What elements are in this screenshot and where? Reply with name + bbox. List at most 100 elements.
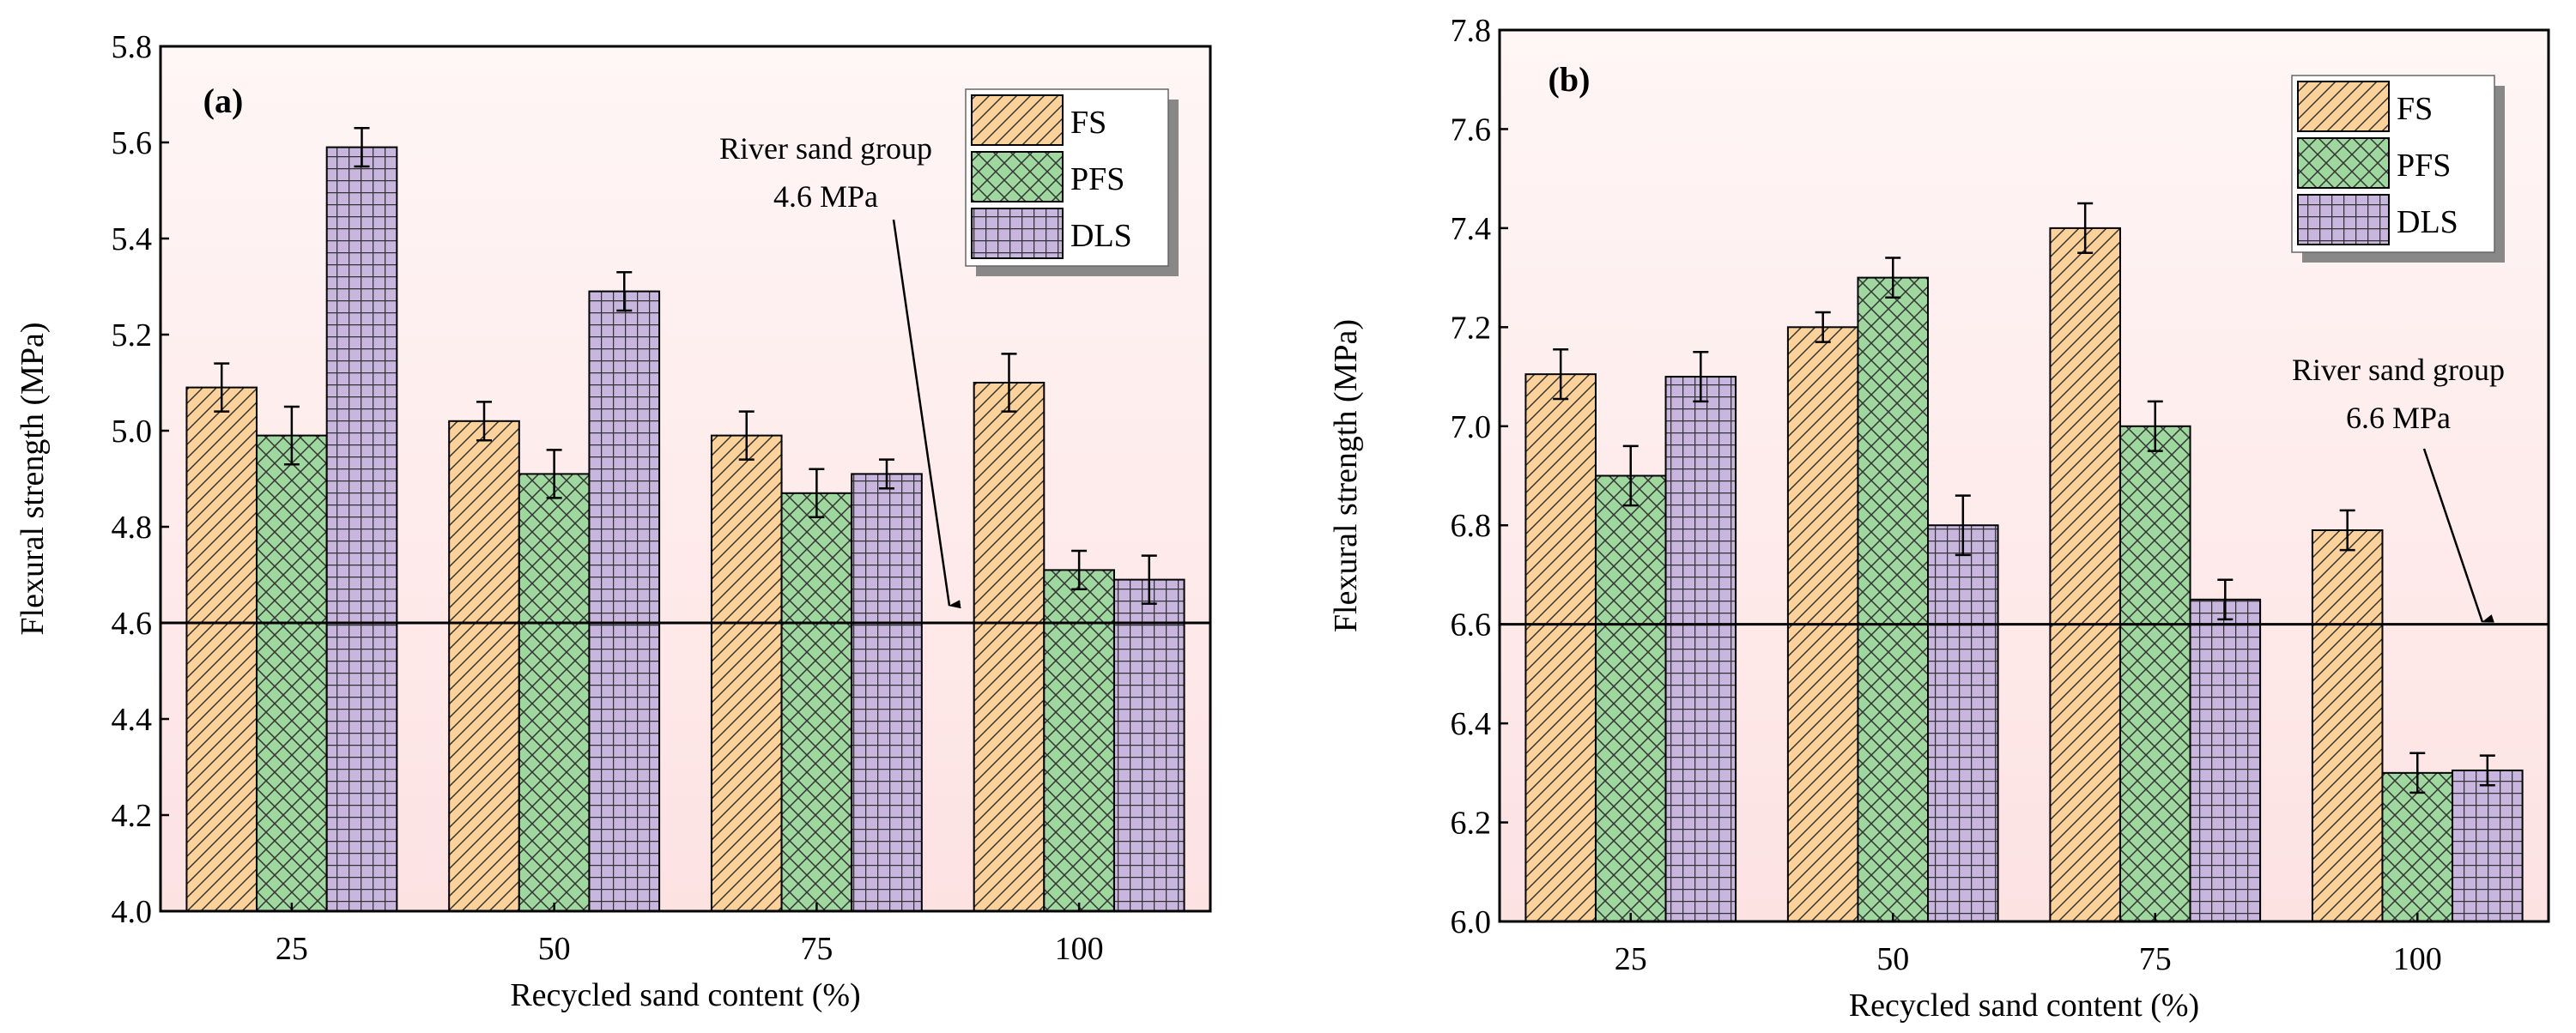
error-bar: [283, 405, 300, 466]
reference-value-label: 4.6 MPa: [773, 179, 878, 214]
y-tick-label: 5.2: [112, 317, 153, 353]
bar-pfs: [2381, 771, 2454, 922]
error-bar: [809, 468, 825, 519]
y-tick-label: 4.4: [112, 702, 153, 738]
x-tick-label: 50: [538, 931, 571, 967]
error-bar: [616, 270, 633, 312]
bar-fs: [710, 434, 783, 913]
y-tick-label: 7.2: [1451, 310, 1492, 346]
bar-dls: [851, 473, 923, 913]
arrow-icon: [892, 219, 961, 609]
y-tick-label: 5.6: [112, 125, 153, 161]
legend-swatch-fs: [2297, 81, 2390, 132]
y-tick-label: 7.4: [1451, 211, 1492, 247]
error-bar: [2409, 752, 2426, 794]
bar-fs: [973, 382, 1046, 912]
legend-label: DLS: [2397, 204, 2458, 240]
bar-fs: [448, 420, 520, 912]
bar-dls: [588, 290, 661, 913]
bar-pfs: [780, 492, 853, 912]
error-bar: [2147, 400, 2163, 452]
x-tick-label: 75: [2139, 941, 2172, 977]
legend-label: PFS: [2397, 148, 2451, 184]
y-tick-label: 6.8: [1451, 508, 1492, 544]
reference-label: River sand group: [719, 131, 932, 166]
y-tick-label: 5.4: [112, 221, 153, 257]
legend-swatch-dls: [971, 208, 1064, 259]
y-tick-label: 4.6: [112, 606, 153, 642]
reference-value-label: 6.6 MPa: [2346, 401, 2451, 435]
y-tick-label: 6.4: [1451, 706, 1492, 742]
error-bar: [546, 449, 562, 499]
bar-pfs: [1043, 569, 1115, 913]
bar-pfs: [1857, 276, 1930, 923]
error-bar: [2217, 578, 2234, 621]
error-bar: [879, 458, 895, 490]
panel-a: 4.0 4.2 4.4 4.6 4.8 5.0 5.2 5.4 5.6 5.8 25 50 75 100 R…: [15, 29, 1212, 1013]
error-bar: [476, 401, 492, 442]
error-bar: [1885, 257, 1901, 299]
bar-pfs: [518, 473, 591, 913]
bar-pfs: [1594, 474, 1667, 922]
y-tick-label: 5.0: [112, 414, 153, 450]
arrow-icon: [2422, 448, 2494, 623]
y-tick-label: 6.6: [1451, 607, 1492, 643]
y-tick-label: 7.0: [1451, 409, 1492, 445]
bar-dls: [2452, 769, 2524, 922]
error-bar: [1553, 348, 1569, 401]
panel-label: (a): [203, 82, 244, 120]
x-tick-label: 100: [2393, 941, 2442, 977]
reference-label: River sand group: [2292, 353, 2505, 387]
y-tick-label: 6.2: [1451, 806, 1492, 842]
error-bar: [1141, 554, 1157, 605]
error-bar: [1815, 311, 1831, 343]
error-bar: [1071, 549, 1088, 591]
legend-swatch-fs: [971, 94, 1064, 146]
error-bar: [354, 126, 370, 168]
error-bar: [1622, 444, 1639, 507]
x-tick-label: 100: [1055, 931, 1104, 967]
legend-label: FS: [1070, 105, 1106, 141]
x-tick-label: 50: [1876, 941, 1909, 977]
legend-label: DLS: [1070, 218, 1132, 254]
bar-dls: [1112, 578, 1185, 912]
y-tick-label: 7.8: [1451, 13, 1492, 49]
y-axis-label: Flexural strength (MPa): [1328, 319, 1364, 632]
bar-fs: [185, 386, 258, 913]
legend-label: FS: [2397, 91, 2433, 127]
bar-pfs: [256, 434, 328, 913]
error-bar: [2077, 202, 2094, 254]
x-tick-label: 75: [800, 931, 833, 967]
error-bar: [2339, 509, 2355, 552]
error-bar: [1001, 353, 1017, 413]
legend-swatch-pfs: [971, 151, 1064, 202]
error-bar: [1693, 350, 1709, 403]
panel-b: 6.0 6.2 6.4 6.6 6.8 7.0 7.2 7.4 7.6 7.8 25 50 75 100 R…: [1328, 13, 2550, 1024]
x-axis-label: Recycled sand content (%): [1849, 988, 2199, 1024]
bar-fs: [1524, 373, 1597, 922]
bar-pfs: [2118, 425, 2191, 922]
x-tick-label: 25: [276, 931, 308, 967]
plot-frame: [1498, 28, 2550, 923]
plot-frame: [159, 45, 1212, 913]
error-bar: [1955, 494, 1971, 557]
legend-label: PFS: [1070, 161, 1124, 197]
bar-dls: [2189, 598, 2262, 922]
legend-swatch-pfs: [2297, 137, 2390, 189]
error-bar: [214, 362, 230, 413]
x-tick-label: 25: [1615, 941, 1647, 977]
x-axis-label: Recycled sand content (%): [510, 977, 860, 1013]
y-tick-label: 6.0: [1451, 904, 1492, 940]
bar-dls: [1927, 524, 1999, 922]
legend-swatch-dls: [2297, 194, 2390, 245]
y-tick-label: 7.6: [1451, 112, 1492, 148]
y-tick-label: 4.2: [112, 798, 153, 834]
y-tick-label: 4.0: [112, 894, 153, 930]
bar-fs: [2311, 529, 2384, 922]
error-bar: [2479, 754, 2495, 787]
panel-label: (b): [1549, 60, 1591, 99]
y-tick-label: 5.8: [112, 29, 153, 65]
bar-fs: [2049, 227, 2121, 922]
bar-dls: [325, 146, 398, 913]
